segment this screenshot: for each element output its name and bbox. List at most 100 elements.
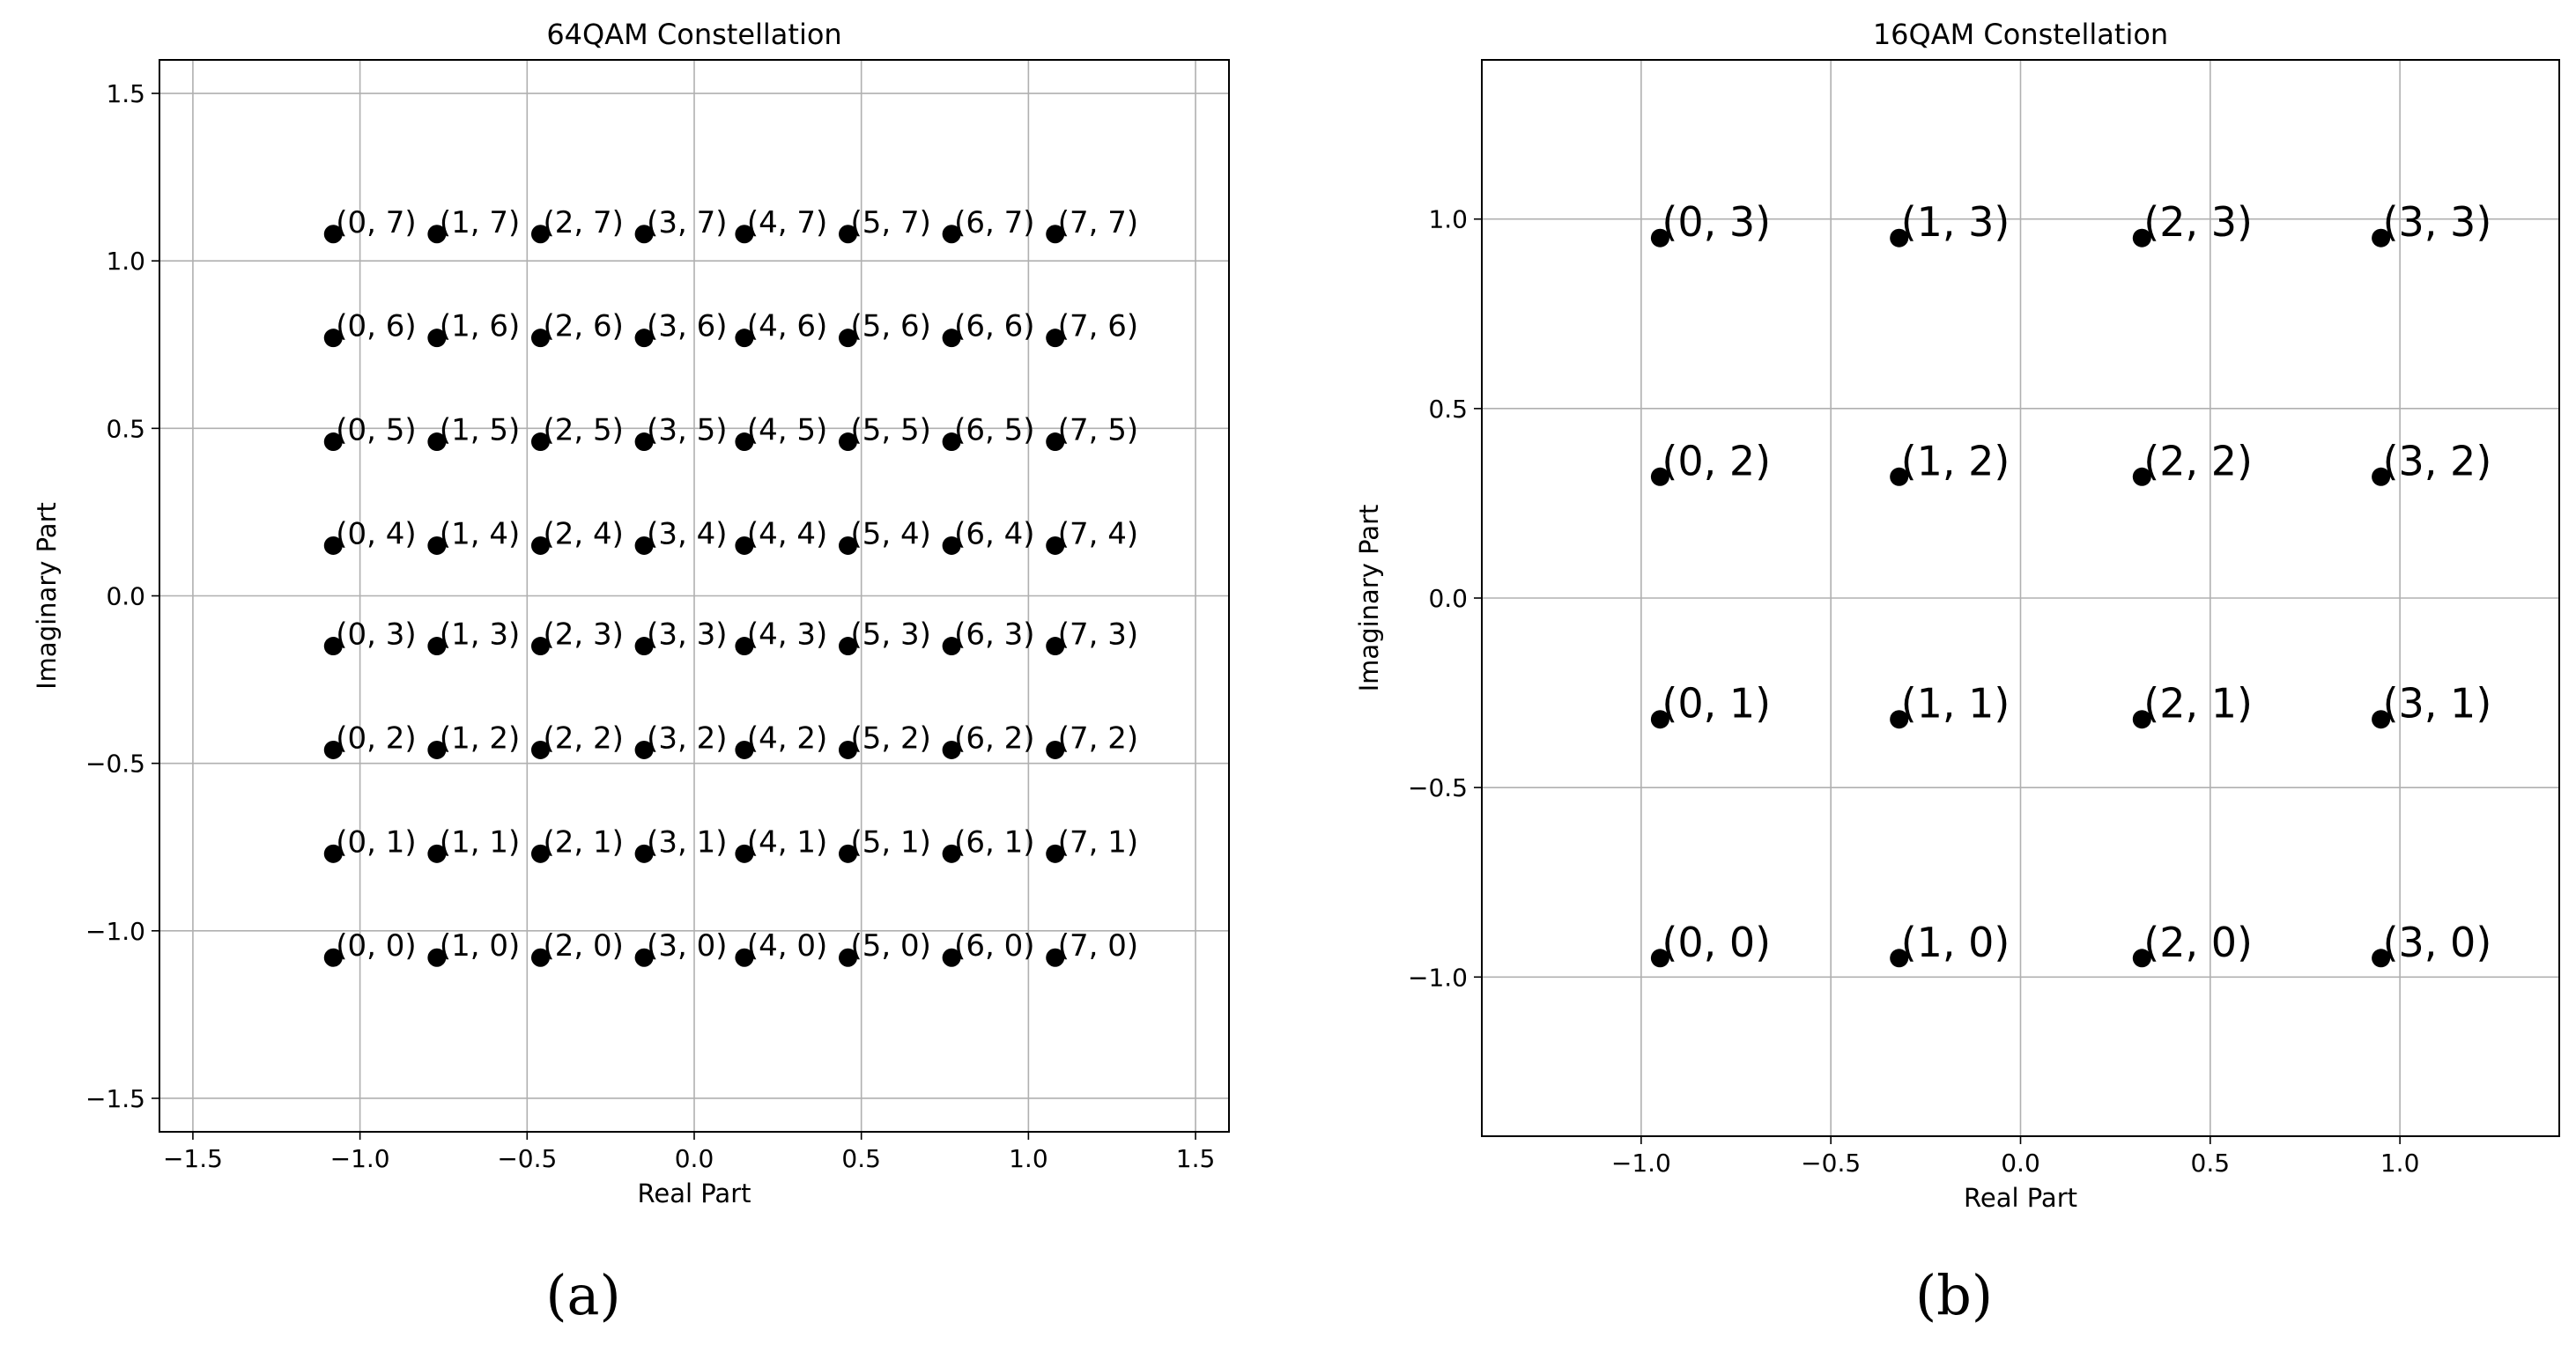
x-axis-ticks: −1.5 −1.0 −0.5 0.0 0.5 1.0 1.5 [163, 1132, 1215, 1173]
point-label: (2, 2) [543, 720, 623, 756]
point-label: (1, 1) [440, 824, 520, 860]
point-label: (2, 3) [2143, 198, 2253, 246]
constellation-point [530, 536, 550, 555]
constellation-point [427, 536, 447, 555]
y-tick-label: 0.0 [1428, 584, 1468, 613]
point-label: (1, 4) [440, 516, 520, 551]
constellation-point [634, 536, 654, 555]
constellation-point [427, 740, 447, 759]
point-label: (3, 2) [2383, 437, 2492, 484]
point-label: (7, 1) [1058, 824, 1138, 860]
constellation-point [2372, 467, 2391, 486]
point-label: (0, 1) [336, 824, 416, 860]
constellation-point [2132, 228, 2151, 247]
plot-frame [1481, 59, 2560, 1137]
point-label: (3, 2) [647, 720, 727, 756]
point-label: (1, 3) [440, 617, 520, 653]
y-axis-ticks: −1.0 −0.5 0.0 0.5 1.0 [1408, 205, 1482, 992]
constellation-point [735, 329, 754, 348]
constellation-point [2132, 949, 2151, 968]
constellation-point [323, 740, 343, 759]
point-label: (2, 5) [543, 413, 623, 448]
data-points: (0, 0) (0, 1) (0, 2) (0, 3) (0, 4) (0, 5) (0, … [323, 205, 1138, 967]
point-label: (7, 6) [1058, 309, 1138, 344]
point-label: (2, 6) [543, 309, 623, 344]
constellation-point [735, 637, 754, 656]
constellation-point [735, 432, 754, 452]
constellation-point [634, 329, 654, 348]
point-label: (5, 3) [851, 617, 931, 653]
x-tick-label: 1.5 [1176, 1144, 1216, 1173]
constellation-point [839, 432, 858, 452]
constellation-point [427, 844, 447, 863]
constellation-point [1046, 948, 1065, 967]
point-label: (7, 5) [1058, 413, 1138, 448]
constellation-point [427, 637, 447, 656]
point-label: (6, 5) [954, 413, 1034, 448]
point-label: (3, 3) [2383, 198, 2492, 246]
y-tick-label: 0.0 [106, 582, 145, 611]
constellation-point [735, 948, 754, 967]
point-label: (1, 6) [440, 309, 520, 344]
x-tick-label: −0.5 [497, 1144, 557, 1173]
constellation-point [839, 536, 858, 555]
x-tick-label: −0.5 [1801, 1149, 1861, 1178]
x-tick-label: 1.0 [2380, 1149, 2420, 1178]
point-label: (3, 0) [647, 928, 727, 964]
constellation-point [942, 844, 961, 863]
y-tick-label: 1.0 [1428, 205, 1468, 234]
constellation-point [427, 948, 447, 967]
point-label: (3, 1) [2383, 680, 2492, 728]
x-tick-label: 0.0 [675, 1144, 714, 1173]
constellation-point [2132, 467, 2151, 486]
chart-title: 16QAM Constellation [1873, 18, 2168, 51]
point-label: (2, 1) [543, 824, 623, 860]
point-label: (6, 6) [954, 309, 1034, 344]
point-label: (0, 7) [336, 205, 416, 240]
point-label: (6, 7) [954, 205, 1034, 240]
x-tick-label: 0.5 [2191, 1149, 2231, 1178]
constellation-point [1650, 228, 1669, 247]
constellation-point [323, 432, 343, 452]
constellation-point [942, 329, 961, 348]
constellation-point [942, 637, 961, 656]
point-label: (3, 6) [647, 309, 727, 344]
x-axis-ticks: −1.0 −0.5 0.0 0.5 1.0 [1611, 1136, 2420, 1178]
point-label: (7, 2) [1058, 720, 1138, 756]
y-tick-label: −1.0 [1408, 963, 1468, 992]
point-label: (6, 4) [954, 516, 1034, 551]
constellation-point [427, 432, 447, 452]
x-tick-label: 1.0 [1009, 1144, 1048, 1173]
point-label: (6, 2) [954, 720, 1034, 756]
constellation-point [323, 536, 343, 555]
y-axis-ticks: −1.5 −1.0 −0.5 0.0 0.5 1.0 1.5 [85, 79, 159, 1113]
constellation-point [634, 948, 654, 967]
x-tick-label: 0.5 [841, 1144, 881, 1173]
constellation-point [839, 740, 858, 759]
point-label: (0, 3) [1662, 198, 1771, 246]
point-label: (1, 0) [440, 928, 520, 964]
panel-caption: (a) [545, 1263, 620, 1327]
constellation-point [1650, 467, 1669, 486]
point-label: (3, 1) [647, 824, 727, 860]
constellation-point [839, 844, 858, 863]
point-label: (2, 0) [2143, 919, 2253, 966]
y-tick-label: −0.5 [85, 750, 145, 779]
panel-caption: (b) [1915, 1263, 1993, 1327]
data-points: (0, 0) (0, 1) (0, 2) (0, 3) (1, 0) (1, 1) (1, … [1650, 198, 2492, 968]
point-label: (6, 1) [954, 824, 1034, 860]
x-axis-label: Real Part [638, 1178, 751, 1208]
constellation-point [839, 225, 858, 244]
constellation-point [1046, 740, 1065, 759]
point-label: (1, 2) [440, 720, 520, 756]
point-label: (4, 0) [747, 928, 827, 964]
constellation-point [1890, 949, 1909, 968]
point-label: (3, 0) [2383, 919, 2492, 966]
point-label: (3, 4) [647, 516, 727, 551]
point-label: (2, 0) [543, 928, 623, 964]
constellation-point [634, 637, 654, 656]
panel-64qam: −1.5 −1.0 −0.5 0.0 0.5 1.0 1.5 −1.5 −1.0 −0.5 0.0 0… [32, 18, 1230, 1327]
point-label: (5, 5) [851, 413, 931, 448]
constellation-point [942, 740, 961, 759]
